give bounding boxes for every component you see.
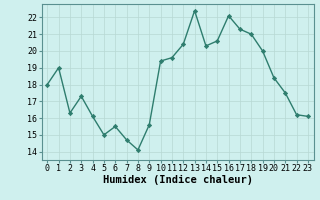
X-axis label: Humidex (Indice chaleur): Humidex (Indice chaleur) xyxy=(103,175,252,185)
